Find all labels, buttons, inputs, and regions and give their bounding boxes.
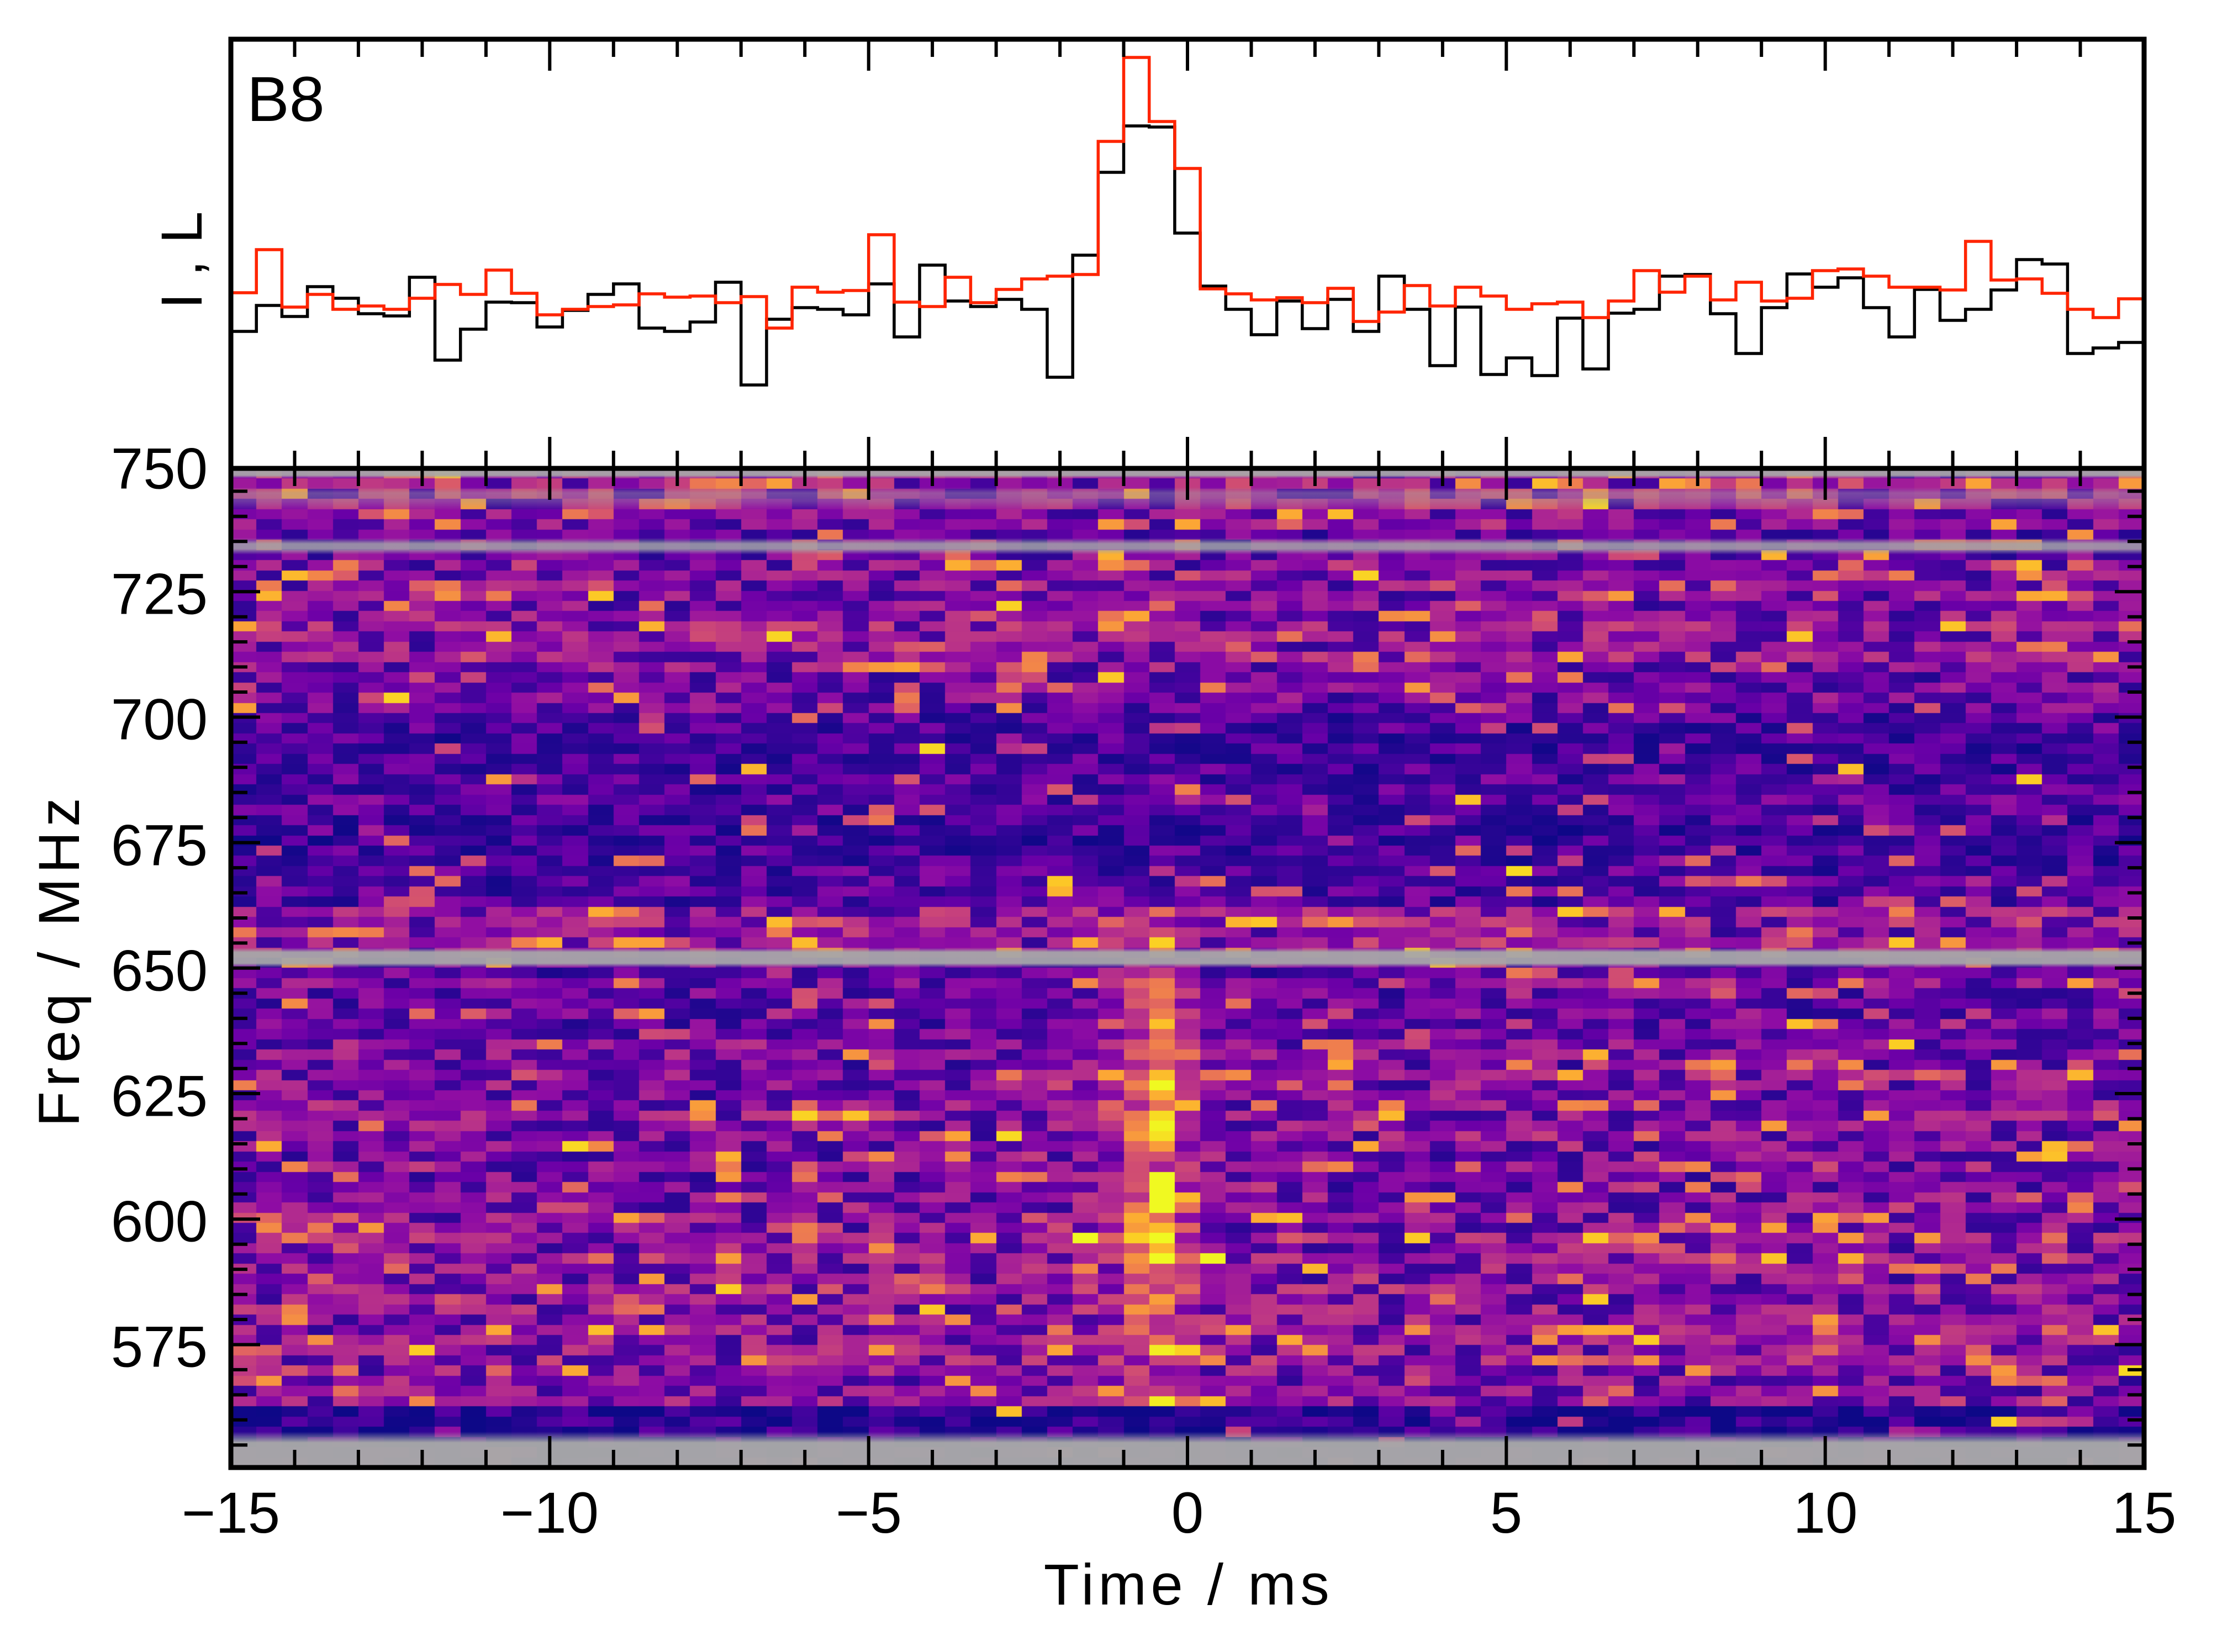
svg-text:575: 575 xyxy=(111,1315,208,1380)
svg-text:Freq / MHz: Freq / MHz xyxy=(27,793,92,1127)
svg-text:600: 600 xyxy=(111,1190,208,1254)
svg-text:0: 0 xyxy=(1171,1481,1203,1545)
svg-text:Time / ms: Time / ms xyxy=(1044,1553,1333,1617)
svg-text:625: 625 xyxy=(111,1064,208,1129)
svg-text:−15: −15 xyxy=(182,1481,280,1545)
svg-text:725: 725 xyxy=(111,562,208,627)
svg-text:10: 10 xyxy=(1793,1481,1858,1545)
svg-text:−5: −5 xyxy=(836,1481,902,1545)
svg-text:I,L: I,L xyxy=(150,195,214,309)
svg-text:−10: −10 xyxy=(500,1481,599,1545)
svg-text:675: 675 xyxy=(111,814,208,878)
svg-text:650: 650 xyxy=(111,939,208,1004)
svg-text:5: 5 xyxy=(1490,1481,1522,1545)
svg-text:750: 750 xyxy=(111,437,208,502)
svg-text:700: 700 xyxy=(111,688,208,752)
svg-text:15: 15 xyxy=(2112,1481,2177,1545)
svg-text:B8: B8 xyxy=(247,64,325,135)
